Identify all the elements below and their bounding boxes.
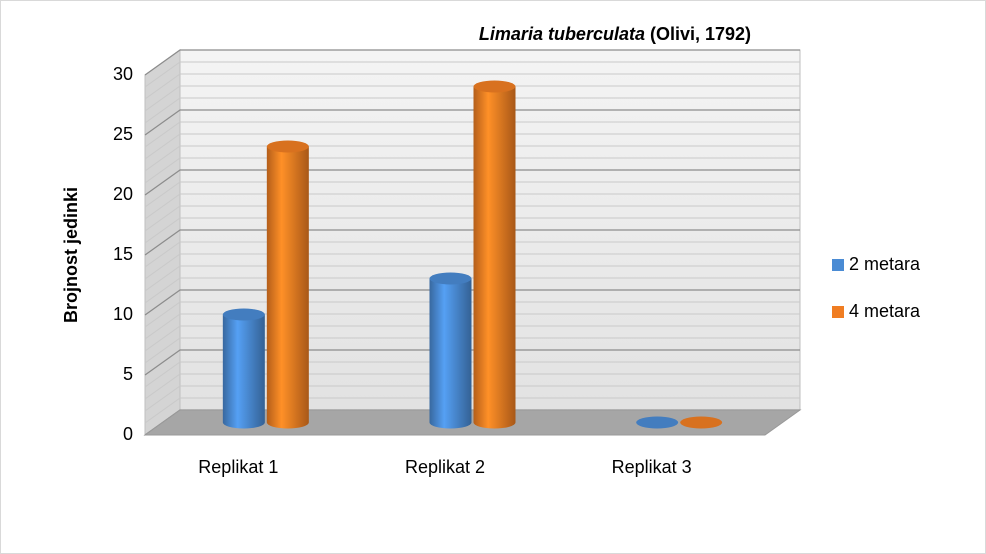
grid-minor xyxy=(144,241,800,268)
bar xyxy=(473,80,516,429)
grid-line xyxy=(144,109,800,136)
grid-minor xyxy=(144,97,800,124)
bar-top xyxy=(636,416,679,429)
grid-minor xyxy=(144,61,800,88)
grid-minor xyxy=(144,181,800,208)
grid-minor xyxy=(144,145,800,172)
legend-swatch xyxy=(832,259,844,271)
grid-line xyxy=(144,349,800,376)
y-tick-label: 10 xyxy=(113,304,133,324)
grid-minor xyxy=(144,361,800,388)
bar xyxy=(266,140,309,429)
grid-minor xyxy=(144,325,800,352)
grid-minor xyxy=(144,385,800,412)
bar xyxy=(636,416,679,429)
grid-line xyxy=(144,49,800,76)
grid-minor xyxy=(144,85,800,112)
legend-swatch xyxy=(832,306,844,318)
bar-body xyxy=(429,278,472,429)
grid-line xyxy=(144,229,800,256)
grid-minor xyxy=(144,121,800,148)
y-tick-label: 15 xyxy=(113,244,133,264)
bar xyxy=(429,272,472,429)
grid-minor xyxy=(144,73,800,100)
bar-top xyxy=(680,416,723,429)
grid-minor xyxy=(144,373,800,400)
grid-minor xyxy=(144,205,800,232)
grid-minor xyxy=(144,301,800,328)
grid-minor xyxy=(144,265,800,292)
x-tick-label: Replikat 3 xyxy=(612,457,692,477)
x-tick-label: Replikat 1 xyxy=(198,457,278,477)
grid-minor xyxy=(144,157,800,184)
y-tick-label: 20 xyxy=(113,184,133,204)
y-tick-label: 25 xyxy=(113,124,133,144)
legend-label: 4 metara xyxy=(849,301,921,321)
title-species: Limaria tuberculata xyxy=(479,24,645,44)
grid-minor xyxy=(144,313,800,340)
bar-top xyxy=(266,140,309,153)
bar-top xyxy=(473,80,516,93)
bar xyxy=(222,308,265,429)
legend-label: 2 metara xyxy=(849,254,921,274)
x-tick-label: Replikat 2 xyxy=(405,457,485,477)
grid-minor xyxy=(144,217,800,244)
y-tick-label: 30 xyxy=(113,64,133,84)
bar-top xyxy=(222,308,265,321)
y-axis-label: Brojnost jedinki xyxy=(61,187,81,323)
grid-minor xyxy=(144,253,800,280)
y-tick-label: 5 xyxy=(123,364,133,384)
bar xyxy=(680,416,723,429)
grid-minor xyxy=(144,277,800,304)
bar-top xyxy=(429,272,472,285)
y-tick-label: 0 xyxy=(123,424,133,444)
grid-line xyxy=(144,289,800,316)
chart-title: Limaria tuberculata (Olivi, 1792) xyxy=(479,24,751,44)
bar-body xyxy=(473,86,516,429)
grid-line xyxy=(144,169,800,196)
grid-minor xyxy=(144,397,800,424)
grid-minor xyxy=(144,133,800,160)
bar-body xyxy=(266,146,309,429)
bar-body xyxy=(222,314,265,429)
title-author: (Olivi, 1792) xyxy=(650,24,751,44)
grid-minor xyxy=(144,337,800,364)
grid-minor xyxy=(144,193,800,220)
